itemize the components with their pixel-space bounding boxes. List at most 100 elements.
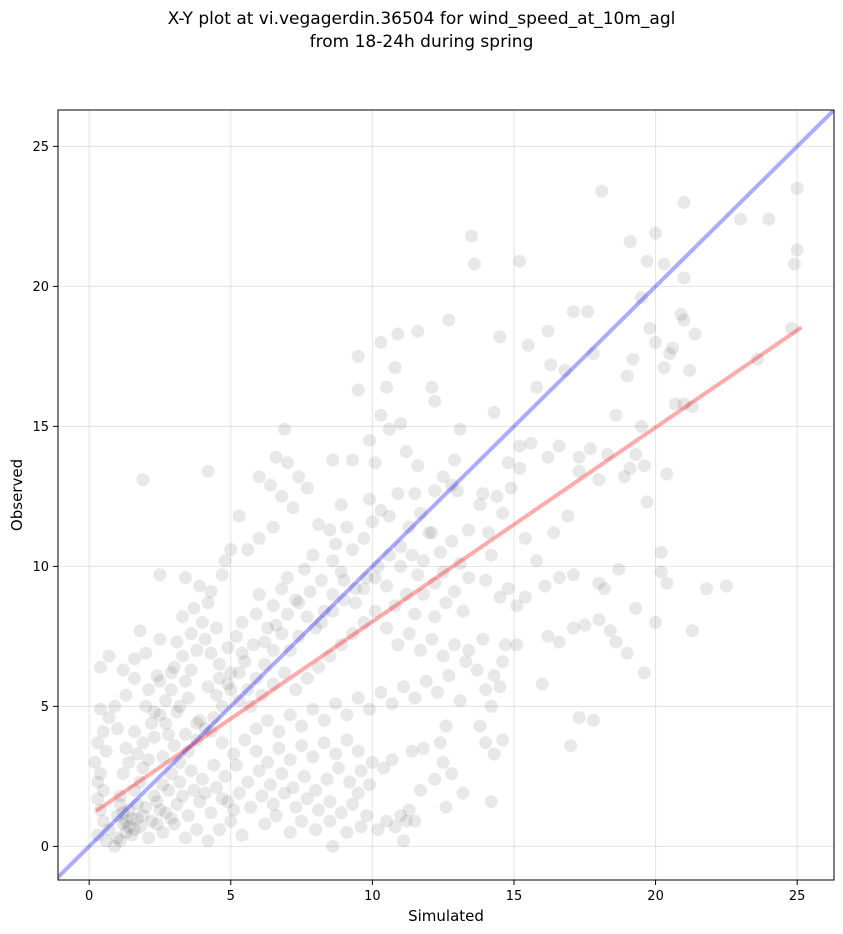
- x-tick-label: 0: [85, 889, 93, 904]
- data-point: [96, 814, 110, 828]
- data-point: [572, 464, 586, 478]
- data-point: [173, 775, 187, 789]
- data-point: [453, 557, 467, 571]
- data-point: [102, 649, 116, 663]
- data-point: [666, 341, 680, 355]
- data-point: [292, 596, 306, 610]
- data-point: [433, 545, 447, 559]
- data-point: [496, 506, 510, 520]
- data-point: [275, 767, 289, 781]
- data-point: [700, 582, 714, 596]
- data-point: [297, 562, 311, 576]
- data-point: [320, 772, 334, 786]
- y-tick-label: 0: [41, 840, 49, 855]
- data-point: [351, 349, 365, 363]
- data-point: [280, 571, 294, 585]
- data-point: [346, 543, 360, 557]
- data-point: [408, 487, 422, 501]
- data-point: [241, 683, 255, 697]
- data-point: [283, 825, 297, 839]
- data-point: [215, 568, 229, 582]
- data-point: [598, 582, 612, 596]
- data-point: [300, 481, 314, 495]
- data-point: [535, 677, 549, 691]
- data-point: [445, 534, 459, 548]
- data-point: [490, 489, 504, 503]
- data-point: [380, 814, 394, 828]
- data-point: [153, 568, 167, 582]
- data-point: [198, 722, 212, 736]
- data-point: [178, 727, 192, 741]
- x-tick-label: 10: [364, 889, 381, 904]
- data-point: [201, 464, 215, 478]
- data-point: [609, 408, 623, 422]
- data-point: [176, 610, 190, 624]
- data-point: [204, 646, 218, 660]
- data-point: [258, 657, 272, 671]
- data-point: [354, 820, 368, 834]
- data-point: [164, 666, 178, 680]
- data-point: [232, 666, 246, 680]
- data-point: [283, 643, 297, 657]
- data-point: [442, 669, 456, 683]
- data-point: [326, 604, 340, 618]
- data-point: [620, 646, 634, 660]
- data-point: [436, 755, 450, 769]
- data-point: [473, 719, 487, 733]
- data-point: [637, 666, 651, 680]
- data-point: [127, 823, 141, 837]
- x-axis-label: Simulated: [408, 907, 484, 925]
- data-point: [170, 797, 184, 811]
- data-point: [136, 473, 150, 487]
- data-point: [238, 655, 252, 669]
- data-point: [734, 212, 748, 226]
- data-point: [541, 450, 555, 464]
- data-point: [263, 778, 277, 792]
- data-point: [518, 531, 532, 545]
- data-point: [312, 517, 326, 531]
- data-point: [552, 439, 566, 453]
- data-point: [558, 363, 572, 377]
- data-point: [487, 747, 501, 761]
- data-point: [224, 543, 238, 557]
- data-point: [195, 772, 209, 786]
- data-point: [241, 543, 255, 557]
- data-point: [224, 814, 238, 828]
- data-point: [445, 478, 459, 492]
- data-point: [674, 307, 688, 321]
- data-point: [326, 554, 340, 568]
- data-point: [453, 422, 467, 436]
- data-point: [210, 621, 224, 635]
- data-point: [719, 579, 733, 593]
- data-point: [136, 809, 150, 823]
- data-point: [357, 531, 371, 545]
- data-point: [110, 831, 124, 845]
- data-point: [181, 691, 195, 705]
- data-point: [368, 456, 382, 470]
- data-point: [402, 803, 416, 817]
- data-point: [649, 226, 663, 240]
- data-point: [153, 632, 167, 646]
- data-point: [660, 576, 674, 590]
- data-point: [261, 755, 275, 769]
- data-point: [300, 610, 314, 624]
- data-point: [215, 699, 229, 713]
- data-point: [677, 271, 691, 285]
- data-point: [399, 445, 413, 459]
- data-point: [286, 501, 300, 515]
- data-point: [207, 758, 221, 772]
- data-point: [357, 615, 371, 629]
- data-point: [269, 809, 283, 823]
- data-point: [249, 744, 263, 758]
- data-point: [360, 809, 374, 823]
- data-point: [436, 565, 450, 579]
- data-point: [411, 568, 425, 582]
- data-point: [518, 590, 532, 604]
- data-point: [428, 394, 442, 408]
- data-point: [110, 809, 124, 823]
- data-point: [96, 725, 110, 739]
- data-point: [232, 786, 246, 800]
- data-point: [462, 571, 476, 585]
- data-point: [394, 559, 408, 573]
